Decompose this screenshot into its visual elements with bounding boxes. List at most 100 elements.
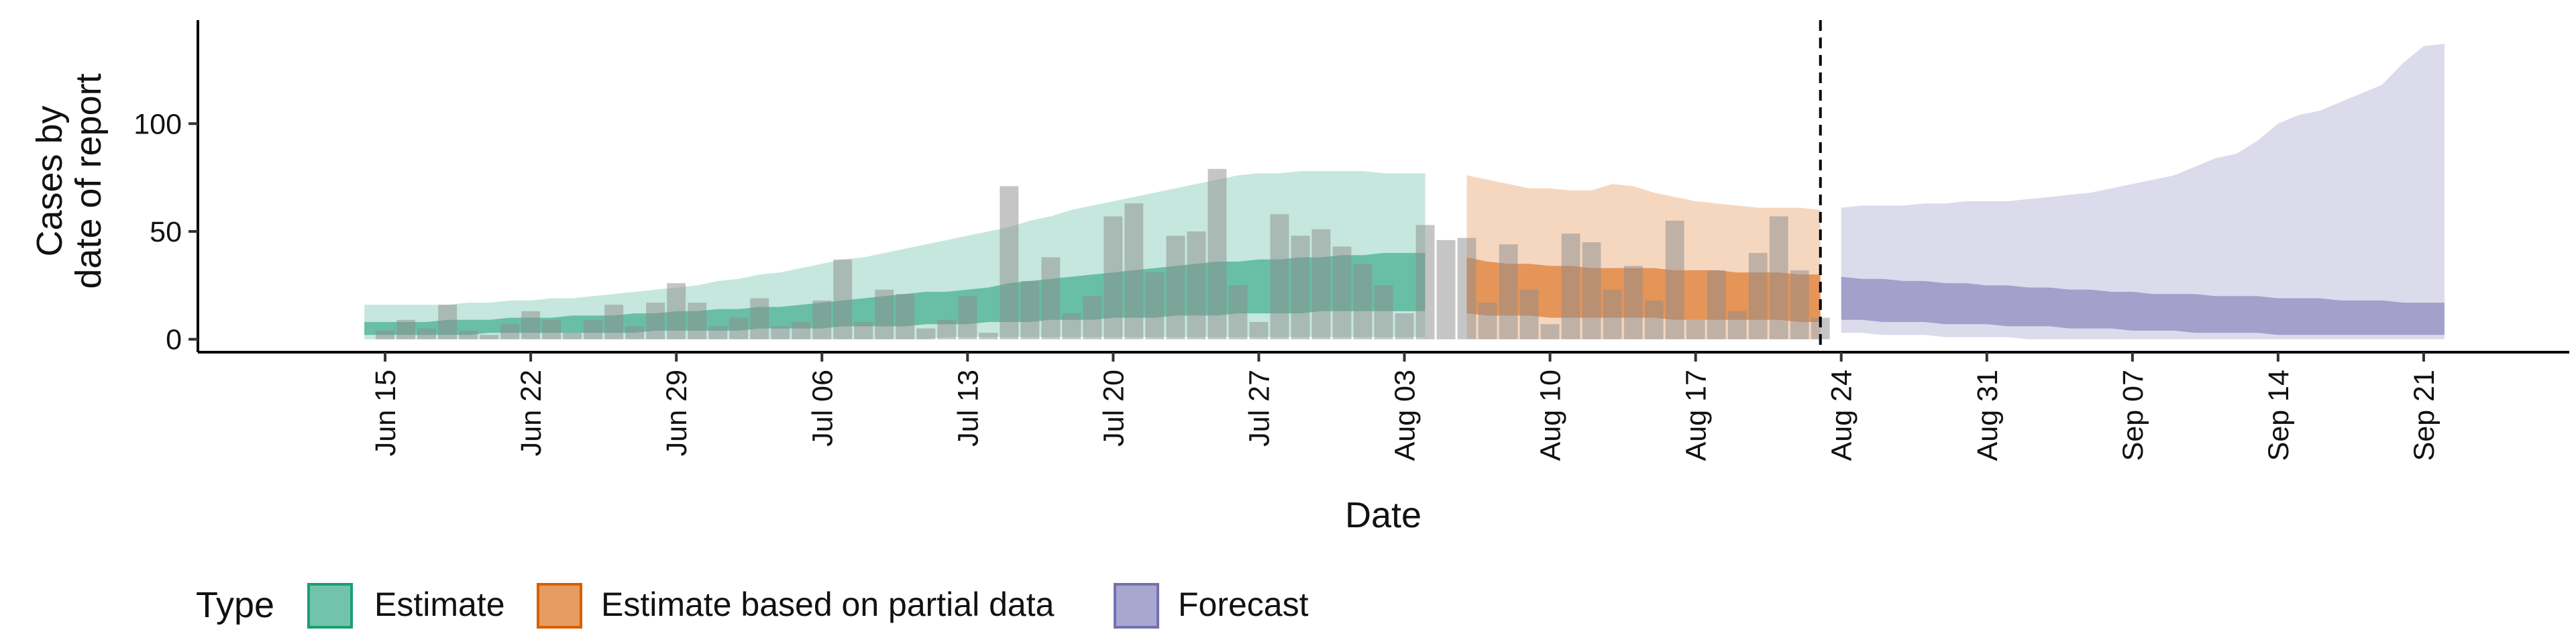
case-bar xyxy=(688,303,707,339)
case-bar xyxy=(1041,257,1061,339)
case-bar xyxy=(958,296,977,339)
case-bar xyxy=(625,326,645,339)
case-bar xyxy=(1374,285,1393,339)
x-axis-ticks: Jun 15 Jun 22 Jun 29 Jul 06 Jul 13 Jul 20 Jul … xyxy=(370,352,2440,461)
legend: Type Estimate Estimate based on partial … xyxy=(196,583,1309,629)
case-bar xyxy=(500,324,520,339)
case-bar xyxy=(792,322,811,339)
y-tick-label: 50 xyxy=(150,216,182,248)
case-bar xyxy=(750,298,769,339)
x-tick-label: Aug 10 xyxy=(1535,370,1567,461)
y-axis-title-line-2: date of report xyxy=(68,73,109,288)
case-bar xyxy=(1062,313,1081,339)
case-bar xyxy=(916,328,936,339)
case-bar xyxy=(1686,319,1705,339)
x-tick-label: Jul 27 xyxy=(1243,370,1275,447)
case-bar xyxy=(833,259,853,339)
case-bar xyxy=(1104,216,1123,339)
case-bar xyxy=(1603,289,1622,339)
case-bar xyxy=(480,335,499,339)
case-bar xyxy=(896,294,915,339)
x-tick-label: Sep 14 xyxy=(2263,370,2295,461)
case-bar xyxy=(417,328,436,339)
case-bar xyxy=(729,317,749,339)
case-bar xyxy=(521,311,541,339)
case-bar xyxy=(1727,311,1747,339)
case-bar xyxy=(1457,237,1477,339)
y-axis-ticks: 0 50 100 xyxy=(133,108,198,356)
case-bar xyxy=(1353,264,1373,339)
legend-label-estimate: Estimate xyxy=(374,586,505,623)
case-bar xyxy=(1145,272,1165,339)
case-bar xyxy=(563,333,582,339)
case-bar xyxy=(1332,246,1352,339)
case-bar xyxy=(1582,242,1601,339)
legend-swatch-estimate xyxy=(307,583,353,629)
case-bar xyxy=(1436,239,1456,339)
y-tick-label: 0 xyxy=(166,324,182,356)
x-tick-label: Jun 29 xyxy=(661,370,693,456)
case-bar xyxy=(604,305,624,339)
case-bar xyxy=(1540,324,1560,339)
case-bar xyxy=(854,322,873,339)
case-bar xyxy=(1623,266,1643,339)
case-bar xyxy=(1478,303,1497,339)
case-bar xyxy=(1499,244,1518,339)
case-bar xyxy=(1769,216,1788,339)
case-bar xyxy=(667,283,686,339)
case-bar xyxy=(1790,270,1809,339)
case-bar xyxy=(1208,168,1227,339)
case-bar xyxy=(1249,322,1269,339)
case-bar xyxy=(1291,235,1310,339)
x-tick-label: Aug 17 xyxy=(1680,370,1713,461)
band-inner-estimate-based-on-partial-data xyxy=(1466,257,1821,322)
legend-label-forecast: Forecast xyxy=(1178,586,1309,623)
y-tick-label: 100 xyxy=(133,108,182,140)
band-inner-forecast xyxy=(1841,276,2445,335)
case-bar xyxy=(1311,229,1331,339)
band-outer-forecast xyxy=(1841,44,2445,339)
case-bar xyxy=(708,326,728,339)
legend-swatch-forecast xyxy=(1114,583,1159,629)
case-bar xyxy=(937,319,957,339)
case-bar xyxy=(979,333,998,339)
case-bar xyxy=(1665,220,1684,339)
case-bar xyxy=(646,303,665,339)
x-tick-label: Jun 22 xyxy=(515,370,547,456)
x-tick-label: Aug 03 xyxy=(1389,370,1421,461)
case-bar xyxy=(376,330,394,339)
case-bar xyxy=(1124,203,1144,339)
plot-area xyxy=(364,20,2445,352)
case-bar xyxy=(1166,235,1185,339)
case-bar xyxy=(1083,296,1102,339)
case-bar xyxy=(1644,300,1664,339)
case-bar xyxy=(1748,253,1768,339)
case-bar xyxy=(438,305,458,339)
case-bar xyxy=(1187,231,1206,339)
case-bar xyxy=(1228,285,1248,339)
case-bar xyxy=(1020,280,1040,339)
legend-swatch-partial-estimate xyxy=(537,583,582,629)
legend-label-partial-estimate: Estimate based on partial data xyxy=(601,586,1055,623)
x-tick-label: Jun 15 xyxy=(370,370,402,456)
case-bar xyxy=(1395,313,1414,339)
case-bar xyxy=(1519,289,1539,339)
x-tick-label: Sep 07 xyxy=(2117,370,2149,461)
x-tick-label: Jul 06 xyxy=(806,370,839,447)
x-tick-label: Aug 24 xyxy=(1826,370,1858,461)
case-bar xyxy=(542,319,561,339)
case-bar xyxy=(1707,270,1726,339)
x-tick-label: Aug 31 xyxy=(1972,370,2004,461)
x-tick-label: Jul 20 xyxy=(1097,370,1130,447)
case-bar xyxy=(1000,186,1019,339)
case-bar xyxy=(396,319,415,339)
case-bar xyxy=(1270,214,1289,339)
case-bar xyxy=(812,300,832,339)
legend-title: Type xyxy=(196,585,274,625)
case-bar xyxy=(875,289,894,339)
y-axis-title-line-1: Cases by xyxy=(30,105,70,256)
case-bar xyxy=(1415,225,1435,339)
x-tick-label: Sep 21 xyxy=(2408,370,2440,461)
x-tick-label: Jul 13 xyxy=(952,370,984,447)
